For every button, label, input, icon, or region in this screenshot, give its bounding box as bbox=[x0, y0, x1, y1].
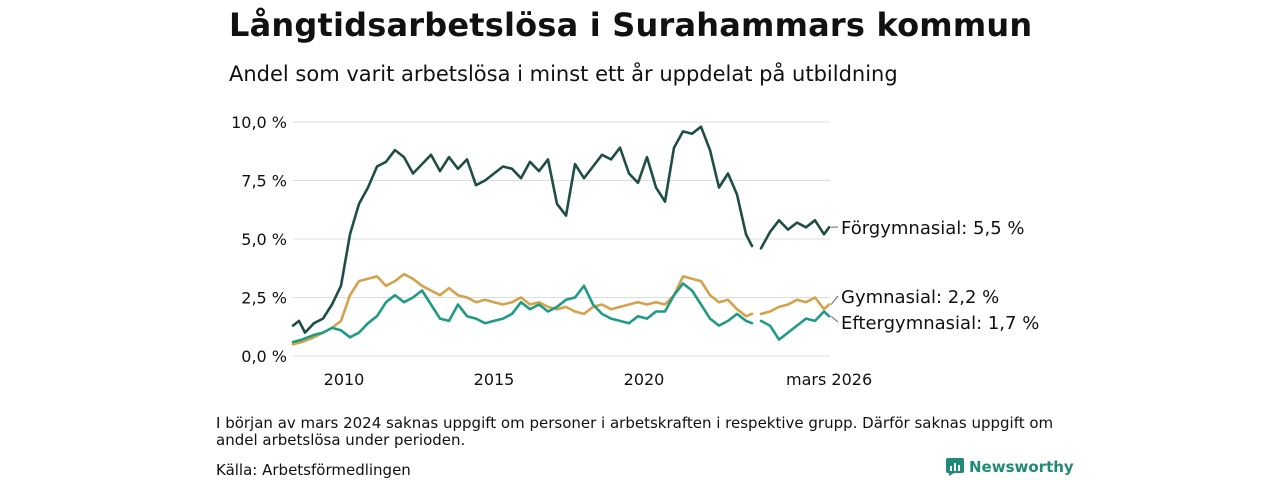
series-end-labels: Förgymnasial: 5,5 % Gymnasial: 2,2 % Efter… bbox=[830, 218, 1039, 334]
newsworthy-icon bbox=[946, 458, 964, 476]
brand-name: Newsworthy bbox=[969, 458, 1074, 476]
y-tick-label: 2,5 % bbox=[241, 289, 287, 308]
chart-title: Långtidsarbetslösa i Surahammars kommun bbox=[229, 6, 1033, 44]
series-line-forgymnasial bbox=[759, 219, 831, 250]
series-line-eftergymnasial bbox=[759, 310, 831, 341]
series-line-gymnasial bbox=[759, 296, 831, 316]
chart-subtitle: Andel som varit arbetslösa i minst ett å… bbox=[229, 62, 898, 86]
x-tick-label: mars 2026 bbox=[786, 370, 872, 389]
x-tick-label: 2010 bbox=[324, 370, 365, 389]
label-leader-line bbox=[830, 315, 839, 323]
y-tick-label: 5,0 % bbox=[241, 230, 287, 249]
series-line-eftergymnasial bbox=[291, 282, 754, 344]
y-tick-label: 0,0 % bbox=[241, 347, 287, 366]
series-end-label-eftergymnasial: Eftergymnasial: 1,7 % bbox=[841, 313, 1039, 334]
label-leader-line bbox=[830, 295, 839, 305]
y-tick-label: 7,5 % bbox=[241, 172, 287, 191]
series-end-label-gymnasial: Gymnasial: 2,2 % bbox=[841, 287, 999, 308]
y-axis-ticks: 0,0 % 2,5 % 5,0 % 7,5 % 10,0 % bbox=[231, 113, 287, 366]
y-tick-label: 10,0 % bbox=[231, 113, 287, 132]
x-tick-label: 2015 bbox=[474, 370, 515, 389]
series-end-label-forgymnasial: Förgymnasial: 5,5 % bbox=[841, 218, 1025, 239]
grid-lines bbox=[293, 121, 830, 357]
footnote: I början av mars 2024 saknas uppgift om … bbox=[216, 414, 1054, 449]
line-chart: 0,0 % 2,5 % 5,0 % 7,5 % 10,0 % 2010 2015 2020 m… bbox=[231, 113, 1039, 389]
source-text: Källa: Arbetsförmedlingen bbox=[216, 461, 411, 479]
series-line-forgymnasial bbox=[291, 125, 754, 334]
brand-logo[interactable]: Newsworthy bbox=[946, 458, 1074, 476]
series-lines bbox=[291, 125, 831, 346]
series-line-gymnasial bbox=[291, 272, 754, 346]
x-tick-label: 2020 bbox=[624, 370, 665, 389]
x-axis-ticks: 2010 2015 2020 mars 2026 bbox=[324, 370, 873, 389]
